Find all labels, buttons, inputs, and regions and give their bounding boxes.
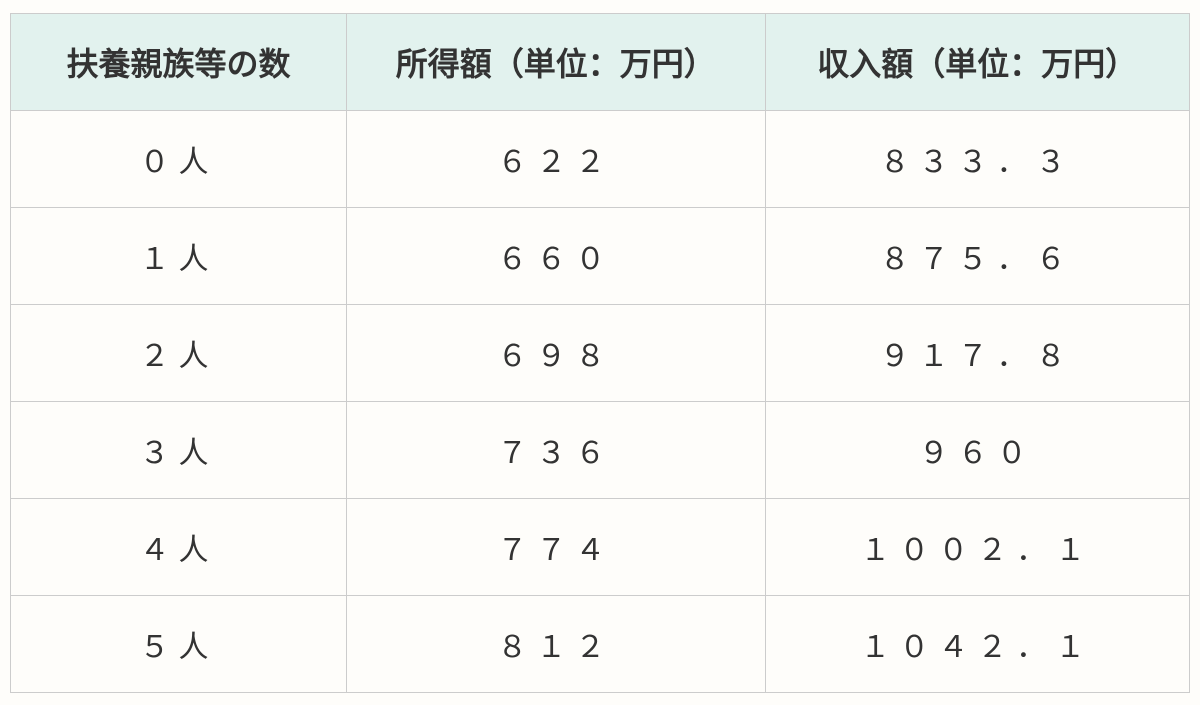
table-row: ４人 ７７４ １００２．１ bbox=[11, 498, 1190, 595]
table-body: ０人 ６２２ ８３３．３ １人 ６６０ ８７５．６ ２人 ６９８ ９１７．８ ３… bbox=[11, 110, 1190, 692]
column-header-dependents: 扶養親族等の数 bbox=[11, 13, 347, 110]
cell-income: ６２２ bbox=[347, 110, 766, 207]
cell-revenue: １０４２．１ bbox=[765, 595, 1189, 692]
cell-dependents: ５人 bbox=[11, 595, 347, 692]
income-table: 扶養親族等の数 所得額（単位：万円） 収入額（単位：万円） ０人 ６２２ ８３３… bbox=[10, 13, 1190, 693]
cell-income: ６９８ bbox=[347, 304, 766, 401]
cell-income: ７３６ bbox=[347, 401, 766, 498]
cell-revenue: ９１７．８ bbox=[765, 304, 1189, 401]
cell-dependents: ０人 bbox=[11, 110, 347, 207]
cell-income: ７７４ bbox=[347, 498, 766, 595]
table-row: ０人 ６２２ ８３３．３ bbox=[11, 110, 1190, 207]
table-row: ２人 ６９８ ９１７．８ bbox=[11, 304, 1190, 401]
cell-dependents: ２人 bbox=[11, 304, 347, 401]
cell-revenue: １００２．１ bbox=[765, 498, 1189, 595]
table-header: 扶養親族等の数 所得額（単位：万円） 収入額（単位：万円） bbox=[11, 13, 1190, 110]
cell-revenue: ９６０ bbox=[765, 401, 1189, 498]
table-row: １人 ６６０ ８７５．６ bbox=[11, 207, 1190, 304]
income-table-container: 扶養親族等の数 所得額（単位：万円） 収入額（単位：万円） ０人 ６２２ ８３３… bbox=[10, 13, 1190, 693]
table-row: ３人 ７３６ ９６０ bbox=[11, 401, 1190, 498]
cell-revenue: ８７５．６ bbox=[765, 207, 1189, 304]
column-header-income: 所得額（単位：万円） bbox=[347, 13, 766, 110]
table-row: ５人 ８１２ １０４２．１ bbox=[11, 595, 1190, 692]
cell-dependents: １人 bbox=[11, 207, 347, 304]
header-row: 扶養親族等の数 所得額（単位：万円） 収入額（単位：万円） bbox=[11, 13, 1190, 110]
cell-dependents: ４人 bbox=[11, 498, 347, 595]
cell-revenue: ８３３．３ bbox=[765, 110, 1189, 207]
cell-income: ８１２ bbox=[347, 595, 766, 692]
column-header-revenue: 収入額（単位：万円） bbox=[765, 13, 1189, 110]
cell-dependents: ３人 bbox=[11, 401, 347, 498]
cell-income: ６６０ bbox=[347, 207, 766, 304]
